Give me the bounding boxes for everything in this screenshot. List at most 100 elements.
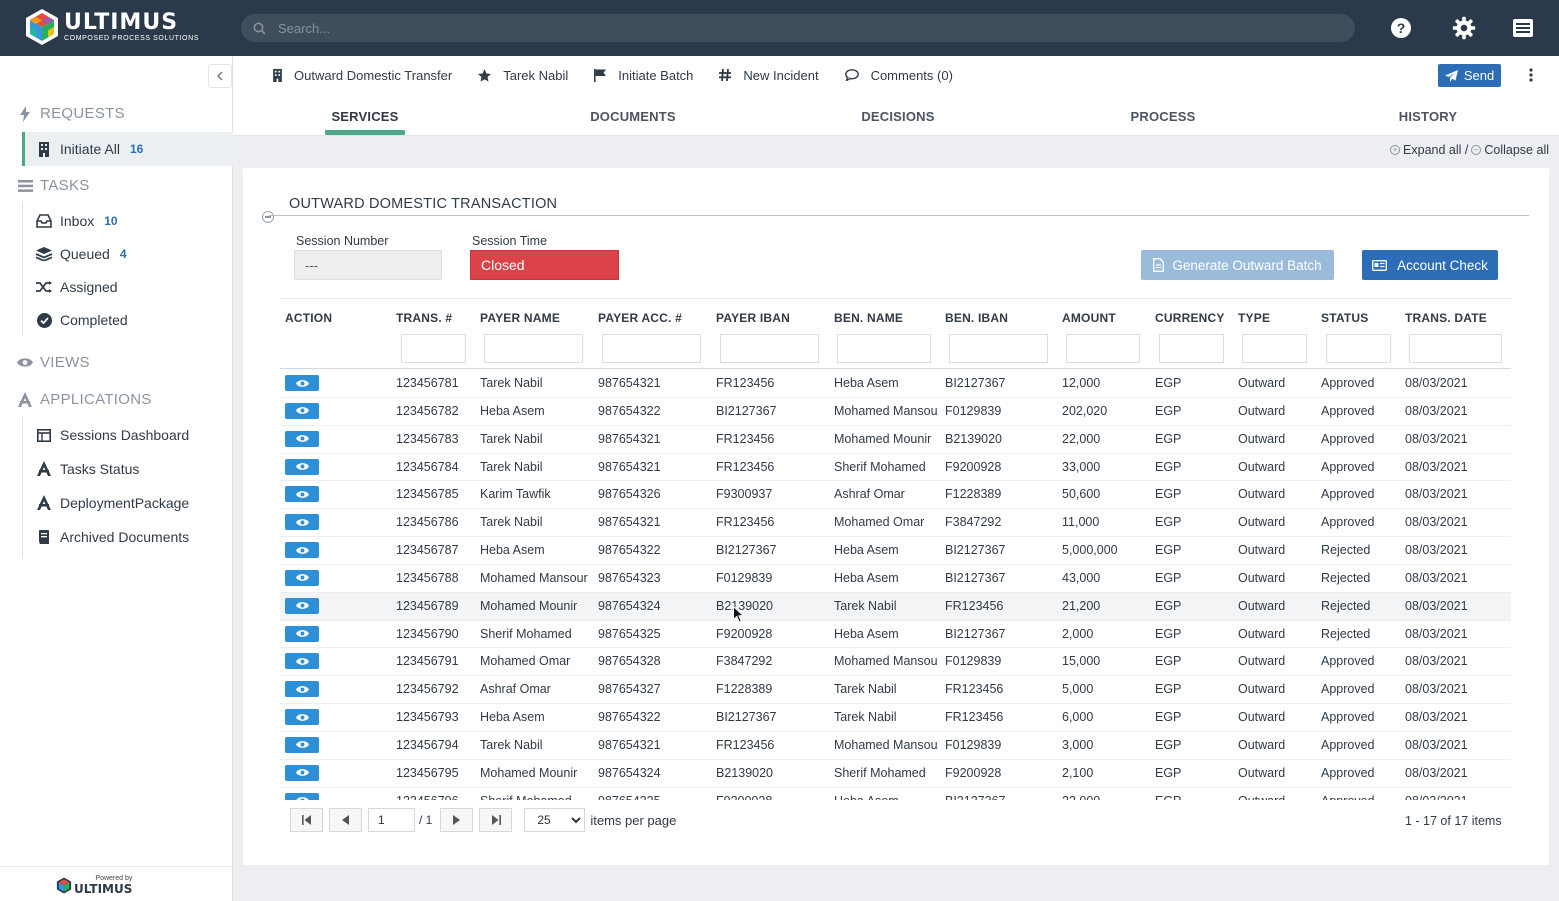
tab-process[interactable]: PROCESS xyxy=(1130,108,1196,124)
table-row[interactable]: 123456786 Tarek Nabil 987654321 FR123456 Moh… xyxy=(280,509,1511,538)
filter-trans-date-input[interactable] xyxy=(1409,334,1502,363)
column-header-ben-iban[interactable]: BEN. IBAN xyxy=(945,311,1009,325)
view-row-button[interactable] xyxy=(285,569,319,586)
sidebar-item-completed[interactable]: Completed xyxy=(22,303,233,337)
cell-amount: 21,200 xyxy=(1062,598,1101,613)
next-page-button[interactable] xyxy=(440,808,474,832)
sidebar-item-initiate-all[interactable]: Initiate All 16 xyxy=(22,132,233,166)
view-row-button[interactable] xyxy=(285,402,319,419)
collapse-all-link[interactable]: Collapse all xyxy=(1484,143,1549,157)
filter-amount-input[interactable] xyxy=(1066,334,1140,363)
prev-page-button[interactable] xyxy=(329,808,362,832)
column-header-payer-iban[interactable]: PAYER IBAN xyxy=(716,311,791,325)
view-row-button[interactable] xyxy=(285,625,319,642)
cell-trans-no: 123456784 xyxy=(396,459,459,474)
table-row[interactable]: 123456794 Tarek Nabil 987654321 FR123456 Moh… xyxy=(280,732,1511,760)
view-row-button[interactable] xyxy=(285,764,319,781)
account-check-button[interactable]: Account Check xyxy=(1362,250,1498,280)
sidebar-item-sessions-dashboard[interactable]: Sessions Dashboard xyxy=(22,418,233,452)
filter-payer-name-input[interactable] xyxy=(484,334,583,363)
column-header-currency[interactable]: CURRENCY xyxy=(1155,311,1225,325)
help-icon[interactable]: ? xyxy=(1388,15,1414,41)
tab-documents[interactable]: DOCUMENTS xyxy=(590,108,676,124)
view-row-button[interactable] xyxy=(285,681,319,698)
page-size-select[interactable]: 25 xyxy=(524,808,586,832)
table-row[interactable]: 123456792 Ashraf Omar 987654327 F1228389 Tar… xyxy=(280,676,1511,705)
table-row[interactable]: 123456790 Sherif Mohamed 987654325 F9200928… xyxy=(280,621,1511,649)
last-page-button[interactable] xyxy=(479,808,513,832)
column-header-trans-date[interactable]: TRANS. DATE xyxy=(1405,311,1487,325)
sidebar-collapse-button[interactable] xyxy=(208,64,232,88)
sidebar-item-assigned[interactable]: Assigned xyxy=(22,270,233,304)
view-row-button[interactable] xyxy=(285,458,319,475)
table-row[interactable]: 123456787 Heba Asem 987654322 BI2127367 Heba… xyxy=(280,537,1511,565)
column-header-trans-no[interactable]: TRANS. # xyxy=(396,311,453,325)
cell-status: Rejected xyxy=(1321,543,1371,558)
table-row[interactable]: 123456796 Sherif Mohamed 987654325 F9200928… xyxy=(280,788,1511,800)
collapse-section-icon[interactable] xyxy=(262,211,274,223)
view-row-button[interactable] xyxy=(285,792,319,800)
crumb-comments[interactable]: Comments (0) xyxy=(844,68,953,83)
column-header-amount[interactable]: AMOUNT xyxy=(1062,311,1116,325)
table-row[interactable]: 123456788 Mohamed Mansour 987654323 F012983… xyxy=(280,565,1511,593)
filter-ben-name-input[interactable] xyxy=(837,334,931,363)
filter-status-input[interactable] xyxy=(1326,334,1391,363)
eye-icon xyxy=(295,518,309,526)
table-row[interactable]: 123456785 Karim Tawfik 987654326 F9300937 As… xyxy=(280,481,1511,510)
sidebar-item-inbox[interactable]: Inbox 10 xyxy=(22,204,233,238)
filter-trans-no-input[interactable] xyxy=(401,334,466,363)
table-row[interactable]: 123456789 Mohamed Mounir 987654324 B2139020… xyxy=(280,592,1511,621)
view-row-button[interactable] xyxy=(285,653,319,670)
column-header-payer-name[interactable]: PAYER NAME xyxy=(480,311,561,325)
search-bar[interactable] xyxy=(241,14,1355,42)
column-header-status[interactable]: STATUS xyxy=(1321,311,1369,325)
sidebar-item-deployment-package[interactable]: DeploymentPackage xyxy=(22,486,233,520)
tab-services[interactable]: SERVICES xyxy=(331,108,399,124)
filter-payer-iban-input[interactable] xyxy=(720,334,819,363)
sidebar-item-tasks-status[interactable]: Tasks Status xyxy=(22,452,233,486)
filter-currency-input[interactable] xyxy=(1159,334,1224,363)
table-row[interactable]: 123456782 Heba Asem 987654322 BI2127367 Moha… xyxy=(280,398,1511,426)
column-header-action[interactable]: ACTION xyxy=(285,311,333,325)
crumb-step[interactable]: Initiate Batch xyxy=(594,68,693,83)
table-row[interactable]: 123456795 Mohamed Mounir 987654324 B2139020… xyxy=(280,760,1511,788)
sidebar-item-queued[interactable]: Queued 4 xyxy=(22,237,233,271)
first-page-button[interactable] xyxy=(290,808,323,832)
table-row[interactable]: 123456783 Tarek Nabil 987654321 FR123456 Moh… xyxy=(280,426,1511,454)
generate-outward-batch-button[interactable]: Generate Outward Batch xyxy=(1141,250,1334,280)
column-header-ben-name[interactable]: BEN. NAME xyxy=(834,311,904,325)
crumb-user[interactable]: Tarek Nabil xyxy=(478,68,568,83)
column-header-payer-acc[interactable]: PAYER ACC. # xyxy=(598,311,682,325)
ultimus-logo[interactable]: ULTIMUS COMPOSED PROCESS SOLUTIONS xyxy=(24,8,199,46)
view-row-button[interactable] xyxy=(285,430,319,447)
table-row[interactable]: 123456781 Tarek Nabil 987654321 FR123456 Heb… xyxy=(280,370,1511,398)
search-input[interactable] xyxy=(278,20,1178,36)
page-number-input[interactable] xyxy=(368,808,415,832)
view-row-button[interactable] xyxy=(285,709,319,726)
filter-payer-acc-input[interactable] xyxy=(602,334,701,363)
gear-icon[interactable] xyxy=(1451,15,1477,41)
view-row-button[interactable] xyxy=(285,375,319,391)
view-row-button[interactable] xyxy=(285,486,319,503)
filter-type-input[interactable] xyxy=(1242,334,1307,363)
tab-decisions[interactable]: DECISIONS xyxy=(861,108,935,124)
expand-all-link[interactable]: Expand all / xyxy=(1403,143,1469,157)
section-views[interactable]: VIEWS xyxy=(16,354,90,371)
table-row[interactable]: 123456791 Mohamed Omar 987654328 F3847292 Mo… xyxy=(280,648,1511,677)
view-row-button[interactable] xyxy=(285,597,319,614)
view-row-button[interactable] xyxy=(285,736,319,753)
tab-history[interactable]: HISTORY xyxy=(1398,108,1458,124)
prev-page-icon xyxy=(342,815,349,825)
filter-ben-iban-input[interactable] xyxy=(949,334,1048,363)
view-row-button[interactable] xyxy=(285,514,319,531)
more-options-icon[interactable] xyxy=(1523,66,1539,84)
crumb-process[interactable]: Outward Domestic Transfer xyxy=(273,68,452,83)
sidebar-item-archived-documents[interactable]: Archived Documents xyxy=(22,520,233,554)
send-button[interactable]: Send xyxy=(1438,64,1501,87)
column-header-type[interactable]: TYPE xyxy=(1238,311,1271,325)
crumb-incident[interactable]: New Incident xyxy=(719,68,819,83)
table-row[interactable]: 123456784 Tarek Nabil 987654321 FR123456 She… xyxy=(280,454,1511,482)
menu-list-icon[interactable] xyxy=(1510,15,1536,41)
view-row-button[interactable] xyxy=(285,542,319,559)
table-row[interactable]: 123456793 Heba Asem 987654322 BI2127367 Tare… xyxy=(280,704,1511,732)
